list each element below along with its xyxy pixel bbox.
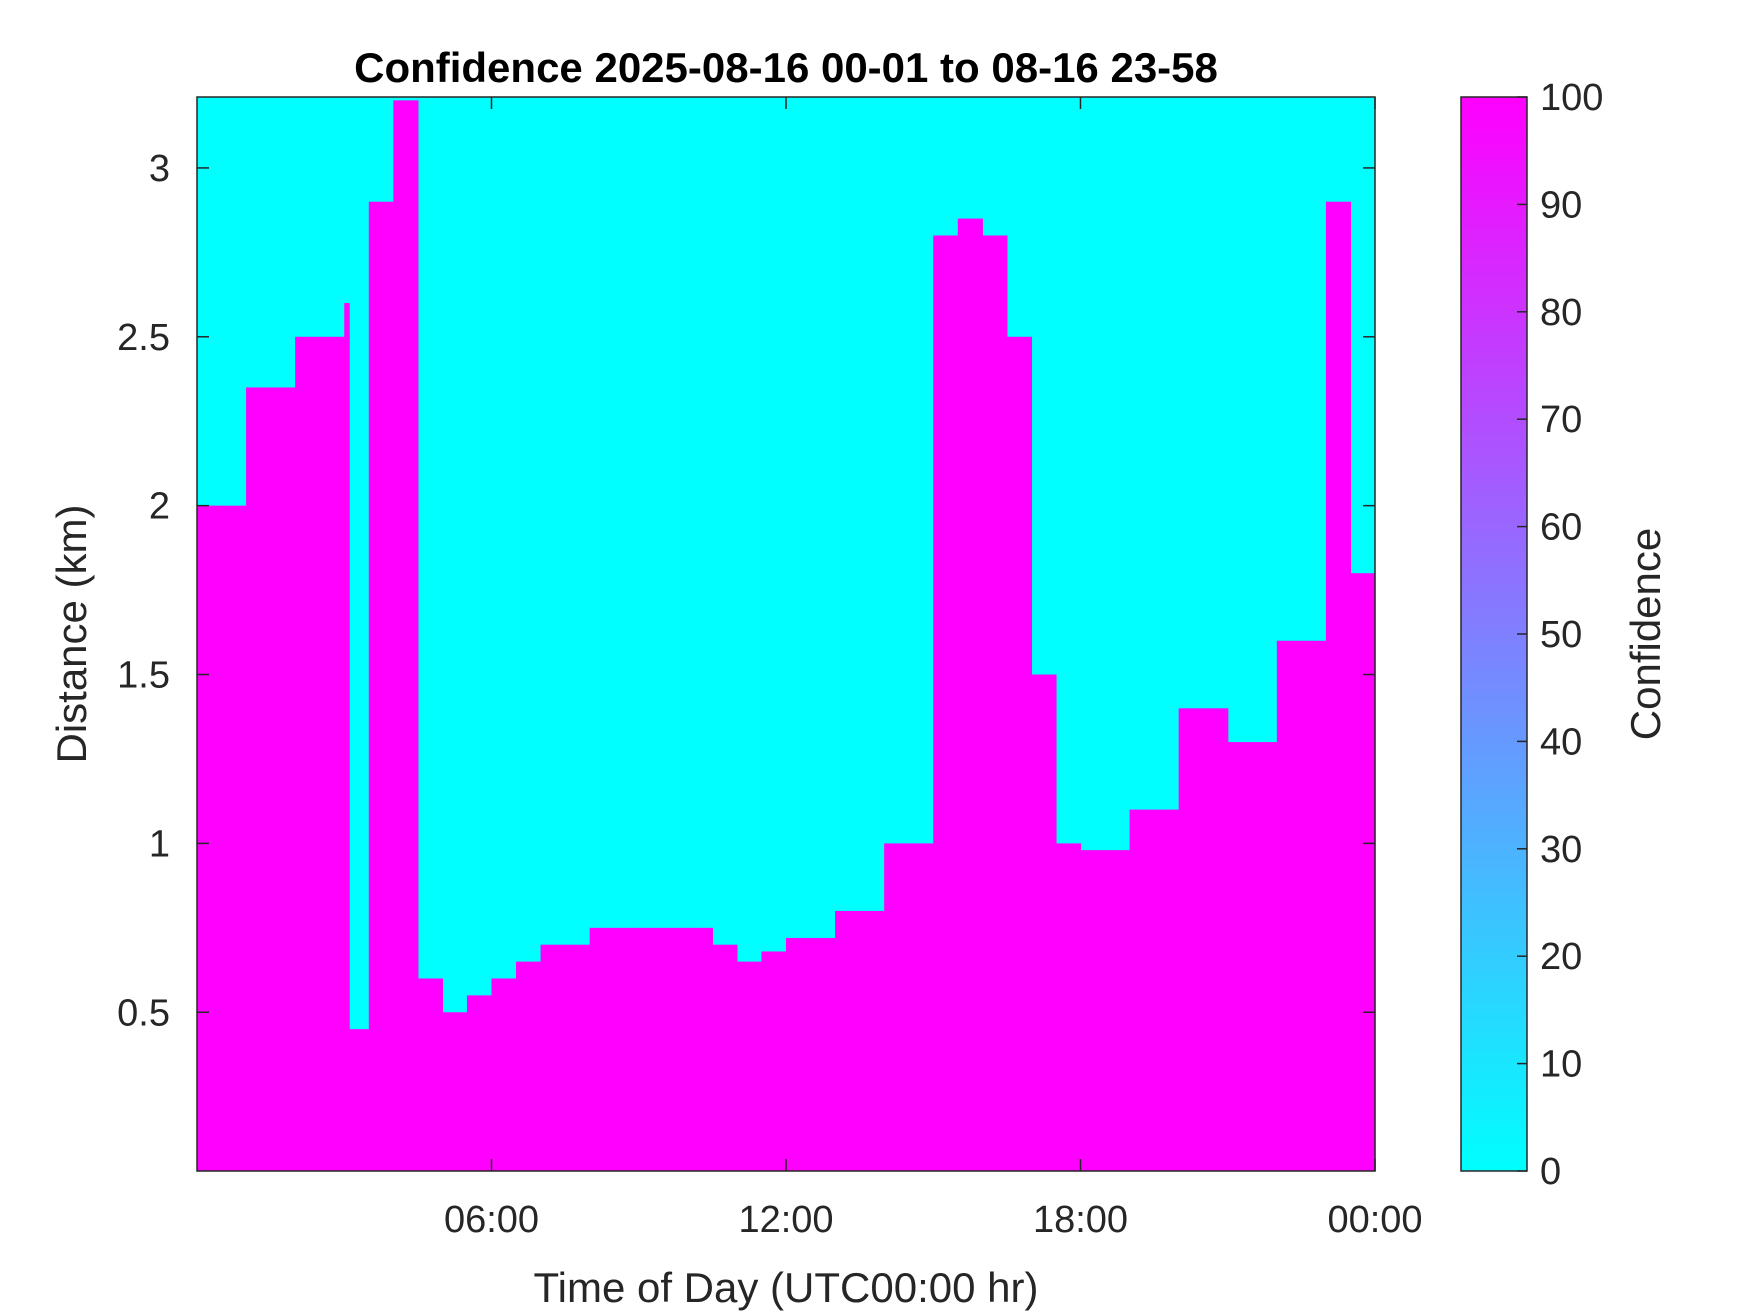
confidence-column <box>349 1029 370 1171</box>
confidence-column <box>246 387 296 1171</box>
confidence-column <box>835 910 885 1171</box>
confidence-column <box>589 927 640 1171</box>
confidence-column <box>982 235 1008 1172</box>
chart-title: Confidence 2025-08-16 00-01 to 08-16 23-… <box>354 44 1218 91</box>
colorbar-tick-label: 20 <box>1540 936 1582 978</box>
x-axis-label: Time of Day (UTC00:00 hr) <box>534 1264 1039 1311</box>
confidence-column <box>1276 640 1327 1171</box>
confidence-column <box>393 100 419 1172</box>
colorbar-tick-label: 70 <box>1540 399 1582 441</box>
y-tick-label: 0.5 <box>117 992 170 1034</box>
confidence-column <box>712 944 738 1171</box>
confidence-column <box>540 944 591 1171</box>
colorbar-tick-label: 40 <box>1540 721 1582 763</box>
confidence-column <box>466 995 493 1171</box>
confidence-column <box>295 336 345 1171</box>
colorbar-tick-label: 80 <box>1540 292 1582 334</box>
confidence-column <box>1006 336 1033 1171</box>
confidence-column <box>1129 809 1180 1171</box>
y-tick-label: 1 <box>149 823 170 865</box>
colorbar-ticks: 0 10 20 30 40 50 60 70 80 90 100 <box>1517 77 1603 1193</box>
y-tick-label: 1.5 <box>117 655 170 697</box>
confidence-column <box>638 927 689 1171</box>
colorbar-tick-label: 10 <box>1540 1044 1582 1086</box>
confidence-column <box>1031 674 1057 1171</box>
confidence-column <box>197 505 247 1171</box>
colorbar-label: Confidence <box>1622 528 1669 740</box>
confidence-column <box>516 961 542 1171</box>
x-tick-label: 00:00 <box>1327 1199 1422 1241</box>
y-axis-ticks: 0.5 1 1.5 2 2.5 3 <box>117 148 1375 1034</box>
confidence-column <box>786 937 836 1171</box>
colorbar <box>1460 96 1528 1172</box>
confidence-column <box>344 303 350 1171</box>
x-tick-label: 12:00 <box>738 1199 833 1241</box>
y-tick-label: 3 <box>149 148 170 190</box>
confidence-column <box>884 843 934 1171</box>
confidence-column <box>736 961 763 1171</box>
y-tick-label: 2 <box>149 486 170 528</box>
confidence-column <box>1325 201 1352 1171</box>
colorbar-tick-label: 0 <box>1540 1151 1561 1193</box>
y-tick-label: 2.5 <box>117 317 170 359</box>
confidence-column <box>491 978 517 1171</box>
confidence-column <box>368 201 394 1171</box>
x-tick-label: 06:00 <box>444 1199 539 1241</box>
high-confidence-region <box>197 100 1376 1172</box>
x-axis-ticks: 06:00 12:00 18:00 00:00 <box>444 97 1423 1241</box>
colorbar-tick-label: 100 <box>1540 77 1603 119</box>
confidence-column <box>417 978 444 1171</box>
confidence-column <box>957 218 983 1171</box>
confidence-column <box>761 951 787 1171</box>
colorbar-tick-label: 60 <box>1540 507 1582 549</box>
x-tick-label: 18:00 <box>1033 1199 1128 1241</box>
confidence-column <box>1178 708 1229 1171</box>
confidence-column <box>933 235 959 1172</box>
confidence-column <box>687 927 713 1171</box>
confidence-column <box>1350 573 1376 1171</box>
confidence-column <box>1080 850 1131 1171</box>
confidence-column <box>442 1012 468 1171</box>
y-axis-label: Distance (km) <box>48 504 95 763</box>
colorbar-tick-label: 30 <box>1540 829 1582 871</box>
colorbar-tick-label: 90 <box>1540 184 1582 226</box>
confidence-column <box>1055 843 1082 1171</box>
colorbar-tick-label: 50 <box>1540 614 1582 656</box>
confidence-column <box>1227 742 1278 1171</box>
